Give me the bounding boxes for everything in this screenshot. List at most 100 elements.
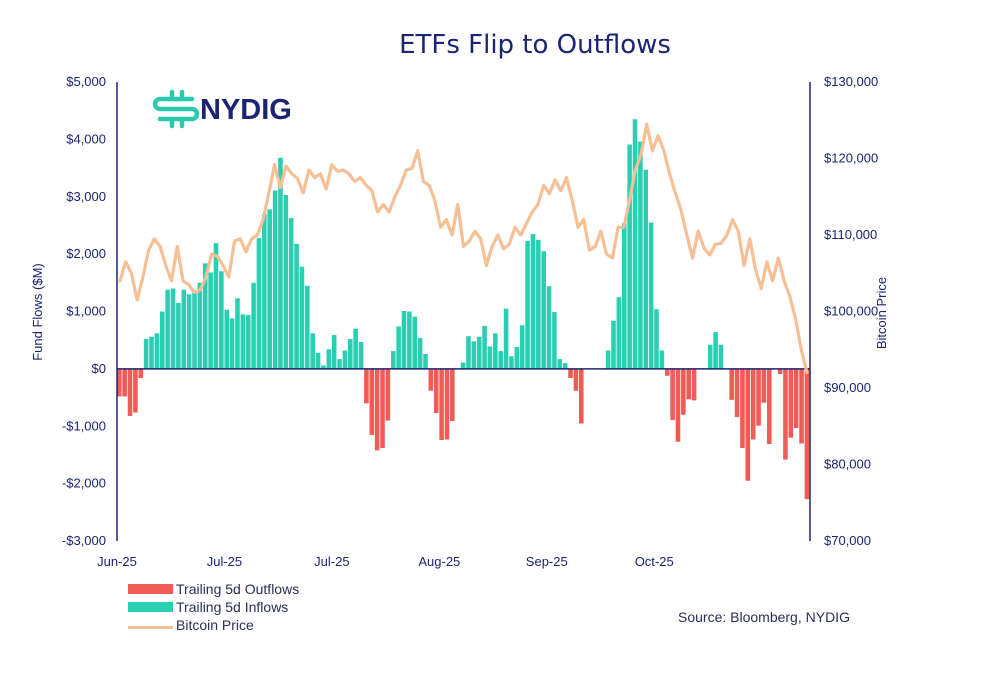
inflow-bar [417,337,423,369]
inflow-bar [498,351,503,369]
inflow-bar [342,350,348,369]
x-tick-label: Aug-25 [418,554,460,569]
inflow-bar [407,311,412,369]
inflow-bar [519,325,525,369]
inflow-bar [396,326,401,369]
inflow-bar [525,240,530,369]
inflow-bar [390,351,396,369]
x-tick-label: Sep-25 [526,554,568,569]
inflow-bar [331,335,337,369]
inflow-bar [165,289,170,369]
inflow-bar [278,157,283,369]
inflow-bar [348,339,353,369]
outflow-bar [686,368,692,400]
outflow-bar [133,368,138,413]
inflow-bar [621,223,627,369]
inflow-bar [213,243,219,369]
inflow-bar [358,341,364,369]
inflow-bar [493,333,498,369]
outflow-bar [756,368,761,426]
inflow-bar [353,328,358,369]
inflow-bar [181,289,187,369]
inflow-bar [229,318,235,369]
y2-tick-label: $70,000 [824,533,871,548]
inflow-bar [186,294,192,369]
inflow-bar [648,222,654,369]
outflow-bar [364,368,369,404]
outflow-bar [745,368,751,481]
inflow-bar [718,344,724,369]
inflow-bar [337,359,342,369]
outflow-bar [428,368,434,391]
outflow-bar [573,368,579,391]
outflow-bar [793,368,799,428]
y2-tick-label: $90,000 [824,380,871,395]
legend-label-price: Bitcoin Price [176,617,254,633]
outflow-bar [664,368,670,376]
source-note: Source: Bloomberg, NYDIG [678,609,850,625]
inflow-bar [707,344,713,369]
y-tick-label: $2,000 [66,246,106,261]
nydig-logo-text: NYDIG [200,94,292,126]
inflow-bar [654,309,659,369]
outflow-bar [444,368,450,440]
inflow-bar [251,282,256,369]
inflow-bar [272,190,278,369]
y2-tick-label: $130,000 [824,74,878,89]
inflow-bar [197,282,203,369]
legend: Trailing 5d Outflows Trailing 5d Inflows… [128,581,299,633]
y-tick-label: -$3,000 [62,533,106,548]
outflow-bar [374,368,380,451]
outflow-bar [579,368,584,424]
ticks-group: $5,000 $4,000 $3,000 $2,000 $1,000 $0 -$1,000 -… [62,74,878,569]
inflow-bar [143,339,149,369]
axes-group [116,82,811,541]
inflow-bar [541,251,546,369]
outflow-bar [369,368,375,435]
inflow-bar [288,217,294,369]
legend-label-outflows: Trailing 5d Outflows [176,581,299,597]
y-tick-label: $0 [92,361,106,376]
legend-swatch-price [128,626,173,629]
inflow-bar [562,363,568,369]
outflow-bar [670,368,675,420]
inflow-bar [170,288,176,369]
inflow-bar [466,336,471,369]
inflow-bar [546,286,552,369]
outflow-bar [777,368,783,375]
outflow-bar [734,368,740,418]
y-tick-label: -$1,000 [62,418,106,433]
y-tick-label: -$2,000 [62,476,106,491]
outflow-bar [691,368,697,401]
inflow-bar [202,263,208,369]
outflow-bar [380,368,385,449]
outflow-bar [127,368,133,416]
inflow-bar [412,316,418,369]
inflow-bar [460,362,466,369]
outflow-bar [675,368,681,442]
inflow-bar [530,234,536,369]
inflow-bar [632,119,638,369]
inflow-bar [240,314,246,369]
inflow-bar [159,311,165,369]
y2-tick-label: $100,000 [824,304,878,319]
inflow-bar [423,353,428,369]
inflow-bar [401,310,407,369]
inflow-bar [149,336,154,369]
outflow-bar [788,368,794,438]
x-tick-label: Oct-25 [635,554,674,569]
outflow-bar [138,368,144,379]
inflow-bar [627,144,632,369]
bitcoin-price-line [118,122,809,375]
y2-tick-label: $80,000 [824,457,871,472]
legend-swatch-inflows [128,602,173,612]
inflow-bar [659,350,665,369]
inflow-bar [299,266,305,369]
inflow-bar [305,285,310,369]
y-tick-label: $3,000 [66,189,106,204]
inflow-bar [176,302,181,369]
nydig-logo: NYDIG [152,89,292,129]
inflow-bar [326,349,332,369]
inflow-bar [219,271,224,369]
